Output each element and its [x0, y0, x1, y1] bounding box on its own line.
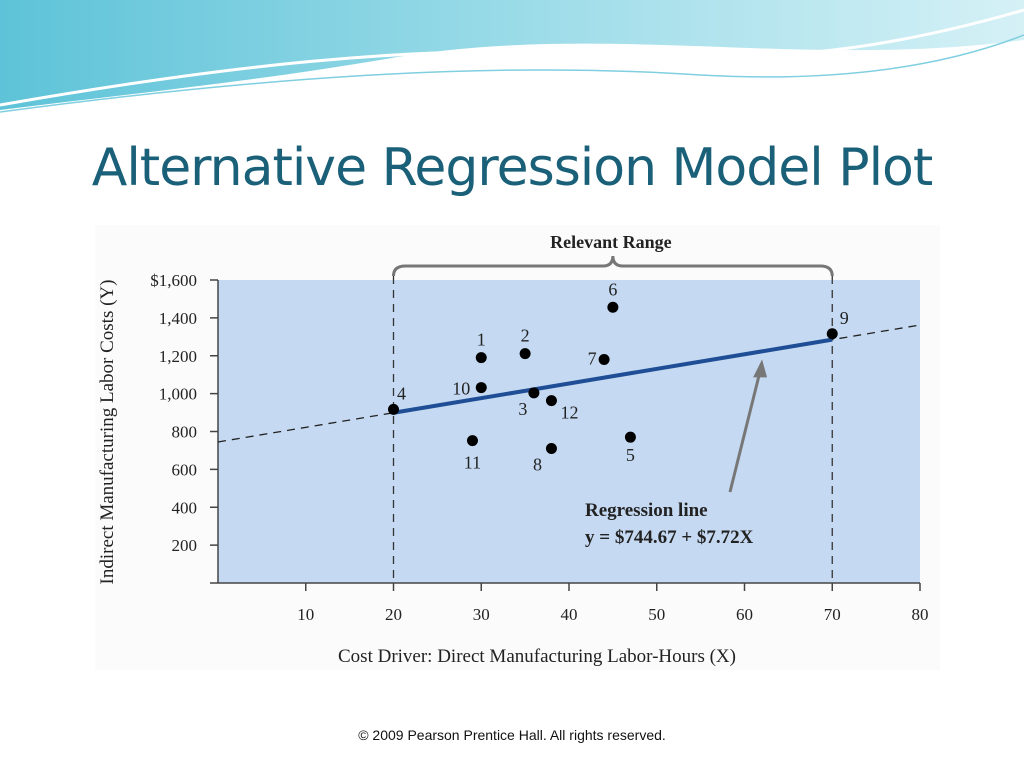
y-tick-label: 200 — [172, 536, 198, 555]
annotation-equation: y = $744.67 + $7.72X — [585, 527, 754, 548]
y-tick-label: 1,000 — [159, 385, 197, 404]
y-tick-label: 1,400 — [159, 309, 197, 328]
point-label: 6 — [608, 279, 617, 299]
data-point — [545, 443, 557, 455]
y-tick-label: 800 — [172, 423, 198, 442]
data-point — [598, 354, 610, 366]
data-point — [388, 403, 399, 415]
point-label: 10 — [452, 379, 470, 399]
data-point — [475, 352, 487, 364]
point-label: 5 — [626, 445, 635, 465]
x-axis-label: Cost Driver: Direct Manufacturing Labor-… — [338, 646, 736, 667]
point-label: 4 — [397, 383, 406, 403]
x-tick-label: 40 — [561, 605, 578, 624]
x-tick-label: 30 — [473, 605, 490, 624]
data-point — [528, 387, 540, 399]
x-tick-label: 60 — [736, 605, 753, 624]
x-tick-label: 70 — [824, 605, 841, 624]
data-point — [466, 435, 478, 447]
data-point — [475, 382, 487, 394]
data-point — [545, 395, 557, 407]
relevant-range-brace — [392, 255, 834, 277]
data-point — [826, 328, 838, 340]
data-point — [519, 348, 531, 360]
point-label: 7 — [588, 349, 597, 369]
plot-area — [218, 280, 920, 583]
annotation-arrow — [728, 370, 762, 493]
regression-line — [393, 337, 833, 415]
point-label: 9 — [840, 308, 849, 328]
y-tick-label: $1,600 — [150, 271, 197, 290]
point-label: 11 — [464, 453, 481, 473]
slide-title: Alternative Regression Model Plot — [91, 138, 933, 198]
x-tick-label: 80 — [912, 605, 929, 624]
data-point — [624, 431, 636, 443]
point-label: 12 — [560, 403, 578, 423]
data-point — [607, 301, 619, 313]
header-waves — [0, 0, 1024, 113]
scatter-chart: 10 20 30 40 50 60 70 80 200 400 600 800 1,000 1,200 1,… — [97, 232, 929, 667]
arrow-head-icon — [753, 359, 768, 378]
x-tick-label: 10 — [297, 605, 314, 624]
copyright-footer: © 2009 Pearson Prentice Hall. All rights… — [358, 727, 666, 743]
point-label: 8 — [533, 455, 542, 475]
x-tick-label: 50 — [648, 605, 665, 624]
y-tick-label: 400 — [172, 498, 198, 517]
relevant-range-label: Relevant Range — [550, 232, 671, 252]
point-label: 1 — [477, 330, 486, 350]
point-label: 2 — [521, 326, 530, 346]
point-label: 3 — [518, 399, 527, 419]
y-tick-label: 1,200 — [159, 347, 197, 366]
annotation-title: Regression line — [585, 500, 708, 521]
x-tick-label: 20 — [385, 605, 402, 624]
y-axis-label: Indirect Manufacturing Labor Costs (Y) — [97, 280, 118, 585]
y-tick-label: 600 — [172, 460, 198, 479]
